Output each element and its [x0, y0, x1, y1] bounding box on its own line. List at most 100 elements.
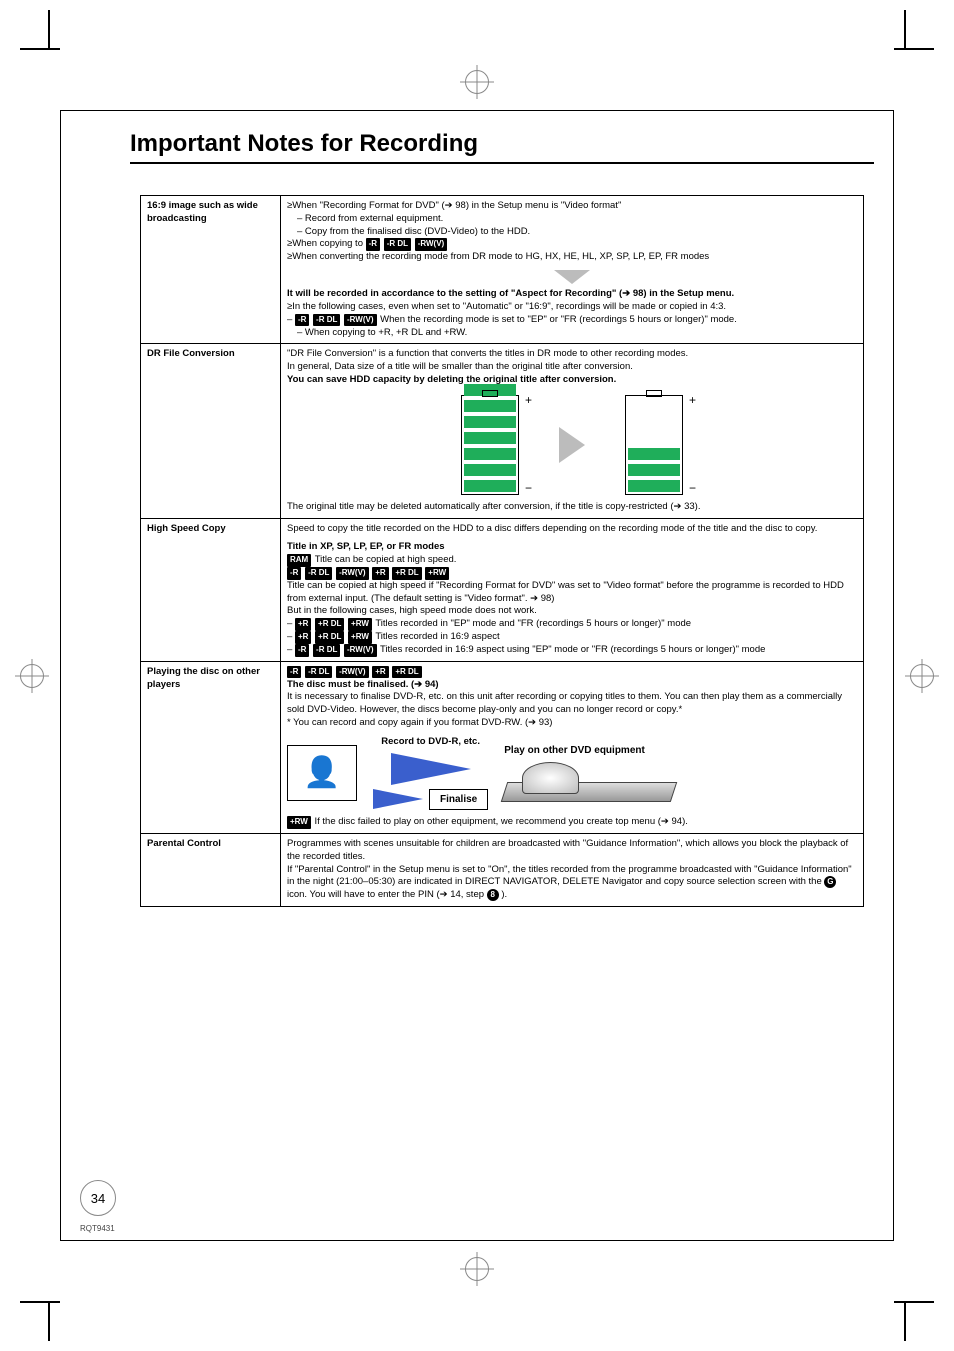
text-line-bold: Title in XP, SP, LP, EP, or FR modes [287, 541, 857, 554]
row-label: DR File Conversion [141, 344, 281, 518]
registration-mark-right [910, 664, 934, 688]
text-line: But in the following cases, high speed m… [287, 605, 857, 618]
play-other-equipment-label: Play on other DVD equipment [504, 744, 857, 758]
row-label: Playing the disc on other players [141, 661, 281, 833]
disc-tag-plus-rw: +RW [348, 631, 372, 644]
disc-tag-plus-r: +R [372, 567, 388, 580]
minus-icon: − [689, 480, 696, 496]
battery-after-icon: + − [625, 395, 683, 495]
disc-tag-minus-r: -R [366, 238, 380, 251]
row-label: High Speed Copy [141, 518, 281, 661]
record-label: Record to DVD-R, etc. [381, 736, 480, 749]
disc-tag-plus-r-dl: +R DL [392, 666, 421, 679]
text-line: If "Parental Control" in the Setup menu … [287, 864, 857, 902]
title-rule [130, 162, 874, 164]
row-dr-file-conversion: DR File Conversion "DR File Conversion" … [141, 344, 864, 518]
disc-tag-minus-r-dl: -R DL [313, 644, 340, 657]
disc-tag-minus-rw-v: -RW(V) [336, 666, 369, 679]
disc-tag-minus-r: -R [295, 314, 309, 327]
document-id: RQT9431 [80, 1224, 115, 1233]
row-content: "DR File Conversion" is a function that … [281, 344, 864, 518]
disc-tag-minus-rw-v: -RW(V) [344, 644, 377, 657]
text-line: – -R -R DL -RW(V) When the recording mod… [287, 314, 857, 327]
step-8-icon: 8 [487, 889, 499, 901]
minus-icon: − [525, 480, 532, 496]
disc-tag-plus-r-dl: +R DL [315, 618, 344, 631]
text-line-bold: It will be recorded in accordance to the… [287, 288, 857, 301]
text-line: ≥When copying to -R -R DL -RW(V) [287, 238, 857, 251]
row-high-speed-copy: High Speed Copy Speed to copy the title … [141, 518, 864, 661]
text-line: – When copying to +R, +R DL and +RW. [287, 327, 857, 340]
text-line: Speed to copy the title recorded on the … [287, 523, 857, 536]
page-number: 34 [80, 1180, 116, 1216]
disc-tag-minus-r-dl: -R DL [305, 567, 332, 580]
row-content: ≥When "Recording Format for DVD" (➔ 98) … [281, 196, 864, 344]
row-content: -R -R DL -RW(V) +R +R DL The disc must b… [281, 661, 864, 833]
row-playing-disc-other-players: Playing the disc on other players -R -R … [141, 661, 864, 833]
text-line: ≥When converting the recording mode from… [287, 251, 857, 264]
text-line: +RW If the disc failed to play on other … [287, 816, 857, 829]
text-line-bold: The disc must be finalised. (➔ 94) [287, 679, 857, 692]
row-label: Parental Control [141, 833, 281, 906]
disc-tag-minus-rw-v: -RW(V) [336, 567, 369, 580]
text-line: – +R +R DL +RW Titles recorded in 16:9 a… [287, 631, 857, 644]
disc-tag-plus-r-dl: +R DL [315, 631, 344, 644]
disc-tag-minus-rw-v: -RW(V) [344, 314, 377, 327]
disc-tag-plus-r: +R [295, 631, 311, 644]
disc-tag-minus-r-dl: -R DL [305, 666, 332, 679]
text-line: In general, Data size of a title will be… [287, 361, 857, 374]
finalise-label: Finalise [429, 789, 488, 811]
page-title: Important Notes for Recording [130, 130, 478, 158]
disc-tag-plus-rw: +RW [425, 567, 449, 580]
row-16-9-broadcasting: 16:9 image such as wide broadcasting ≥Wh… [141, 196, 864, 344]
disc-tag-row: -R -R DL -RW(V) +R +R DL [287, 666, 857, 679]
plus-icon: + [525, 392, 532, 408]
disc-tag-minus-r: -R [287, 666, 301, 679]
person-recording-icon: 👤 [287, 745, 357, 801]
text-line: – +R +R DL +RW Titles recorded in "EP" m… [287, 618, 857, 631]
disc-tag-minus-r-dl: -R DL [313, 314, 340, 327]
text-line: RAM Title can be copied at high speed. [287, 554, 857, 567]
disc-tag-minus-r: -R [287, 567, 301, 580]
text-line: It is necessary to finalise DVD-R, etc. … [287, 691, 857, 717]
disc-tag-plus-rw: +RW [348, 618, 372, 631]
crop-mark-top-left [10, 10, 60, 60]
text-line: * You can record and copy again if you f… [287, 717, 857, 730]
text-line: Title can be copied at high speed if "Re… [287, 580, 857, 606]
text-line: The original title may be deleted automa… [287, 501, 857, 514]
disc-tag-plus-r: +R [295, 618, 311, 631]
text-line: – Record from external equipment. [287, 213, 857, 226]
text-line: ≥In the following cases, even when set t… [287, 301, 857, 314]
text-line: "DR File Conversion" is a function that … [287, 348, 857, 361]
row-label: 16:9 image such as wide broadcasting [141, 196, 281, 344]
text-line: – -R -R DL -RW(V) Titles recorded in 16:… [287, 644, 857, 657]
registration-mark-left [20, 664, 44, 688]
registration-mark-top [465, 70, 489, 94]
disc-tag-row: -R -R DL -RW(V) +R +R DL +RW [287, 567, 857, 580]
disc-tag-ram: RAM [287, 554, 311, 567]
right-arrow-icon [559, 427, 585, 463]
disc-tag-plus-rw: +RW [287, 816, 311, 829]
finalise-diagram: 👤 Record to DVD-R, etc. Finalise Play on… [287, 736, 857, 810]
conversion-diagram: + − + − [287, 395, 857, 495]
disc-tag-plus-r-dl: +R DL [392, 567, 421, 580]
row-parental-control: Parental Control Programmes with scenes … [141, 833, 864, 906]
text-line: ≥When "Recording Format for DVD" (➔ 98) … [287, 200, 857, 213]
text-line-bold: You can save HDD capacity by deleting th… [287, 374, 857, 387]
row-content: Speed to copy the title recorded on the … [281, 518, 864, 661]
row-content: Programmes with scenes unsuitable for ch… [281, 833, 864, 906]
text-line: – Copy from the finalised disc (DVD-Vide… [287, 226, 857, 239]
crop-mark-top-right [894, 10, 944, 60]
crop-mark-bottom-left [10, 1291, 60, 1341]
battery-before-icon: + − [461, 395, 519, 495]
disc-tag-minus-rw-v: -RW(V) [415, 238, 448, 251]
finalise-arrow-icon [373, 789, 423, 809]
disc-tag-plus-r: +R [372, 666, 388, 679]
disc-tag-minus-r: -R [295, 644, 309, 657]
disc-tag-minus-r-dl: -R DL [384, 238, 411, 251]
record-arrow-icon [391, 753, 471, 785]
guidance-g-icon: G [824, 876, 836, 888]
dvd-player-icon [504, 760, 674, 802]
down-arrow-icon [554, 270, 590, 284]
crop-mark-bottom-right [894, 1291, 944, 1341]
